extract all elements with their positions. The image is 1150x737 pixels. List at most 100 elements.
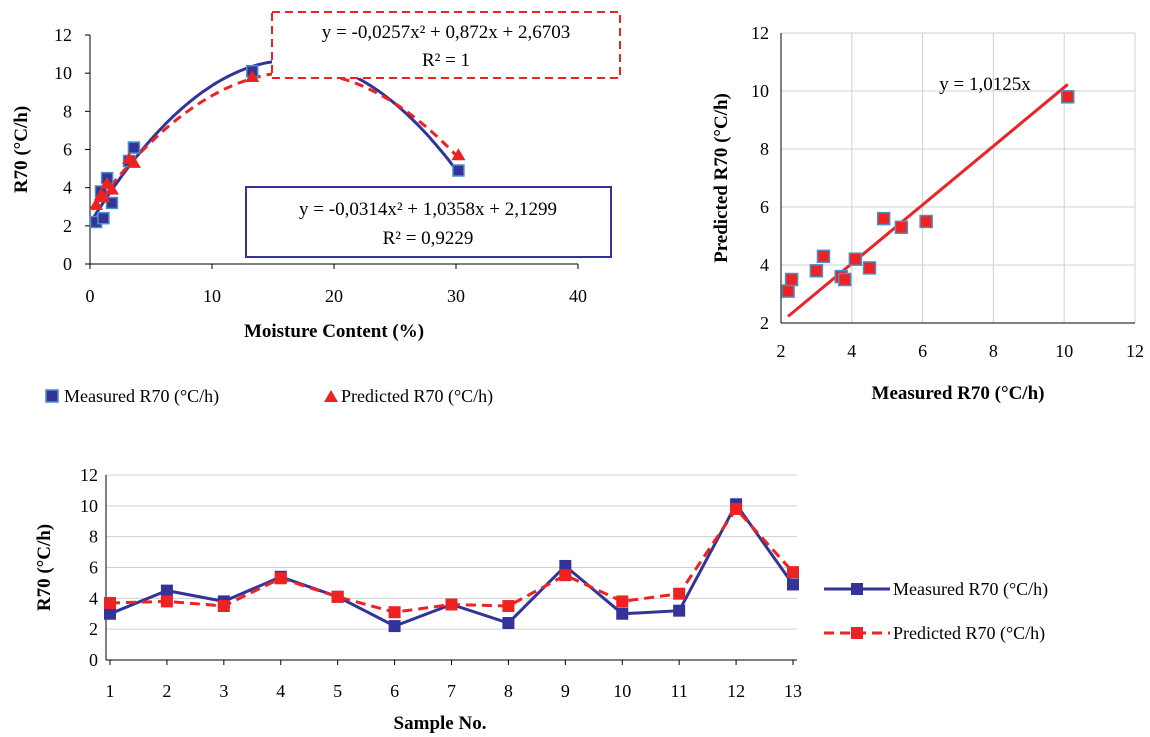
x-tick-label: 0 [86,286,95,306]
x-tick-label: 12 [1126,341,1144,361]
parity-point [809,264,824,278]
x-tick-label: 4 [847,341,856,361]
y-tick-label: 12 [80,465,98,485]
measured-point [97,211,110,225]
y-tick-label: 10 [80,496,98,516]
y-tick-label: 2 [89,619,98,639]
parity-point [1060,90,1075,104]
x-tick-label: 11 [670,681,687,701]
predicted-r2: R² = 1 [422,50,470,71]
y-tick-label: 10 [751,81,769,101]
series-line-predicted [109,506,795,614]
x-tick-label: 9 [561,681,570,701]
legend-measured-marker [851,583,863,595]
x-tick-label: 20 [325,286,343,306]
legend-measured-label: Measured R70 (°C/h) [893,579,1048,600]
predicted-point [89,197,104,210]
x-tick-label: 8 [504,681,513,701]
predicted-point [787,566,799,579]
predicted-point [274,572,287,585]
measured-point [388,620,401,633]
parity-point [837,272,852,287]
legend-predicted-label: Predicted R70 (°C/h) [341,386,493,407]
y-axis-title: R70 (°C/h) [11,106,32,193]
x-axis-title: Measured R70 (°C/h) [872,383,1045,404]
legend-measured-label: Measured R70 (°C/h) [64,386,219,407]
y-tick-label: 10 [54,63,72,83]
legend-measured-marker [45,389,59,403]
y-tick-label: 12 [54,25,72,45]
y-tick-label: 8 [89,527,98,547]
y-tick-label: 2 [63,216,72,236]
predicted-point [104,596,116,609]
y-axis-title: Predicted R70 (°C/h) [711,93,732,263]
y-axis-title: R70 (°C/h) [34,524,55,611]
x-tick-label: 4 [276,681,285,701]
x-axis-title: Moisture Content (%) [244,321,424,342]
predicted-point [160,595,173,608]
y-tick-label: 12 [751,23,769,43]
y-tick-label: 6 [63,140,72,160]
trendline-predicted [91,70,460,211]
predicted-point [126,155,141,168]
measured-point [160,584,173,597]
predicted-point [96,190,111,203]
x-tick-label: 30 [447,286,465,306]
measured-point [673,604,686,617]
predicted-point [217,600,230,613]
x-tick-label: 10 [1055,341,1073,361]
x-tick-label: 8 [989,341,998,361]
x-tick-label: 6 [390,681,399,701]
x-axis-title: Sample No. [394,713,487,734]
predicted-point [331,590,344,603]
predicted-point [445,598,458,611]
parity-point [894,220,909,235]
x-tick-label: 2 [777,341,786,361]
predicted-point [104,182,119,195]
predicted-point [245,69,260,82]
measured-equation-box [245,186,612,258]
y-tick-label: 2 [760,313,769,333]
x-tick-label: 6 [918,341,927,361]
y-tick-label: 4 [89,588,98,608]
predicted-equation-box [271,11,621,79]
measured-point [559,559,572,572]
measured-point [105,196,119,210]
x-tick-label: 13 [784,681,802,701]
parity-equation: y = 1,0125x [939,74,1031,95]
x-tick-label: 2 [162,681,171,701]
predicted-point [616,595,629,608]
measured-equation: y = -0,0314x² + 1,0358x + 2,1299 [299,199,557,220]
measured-point [104,607,116,620]
predicted-equation: y = -0,0257x² + 0,872x + 2,6703 [322,22,570,43]
y-tick-label: 4 [63,178,72,198]
x-tick-label: 5 [333,681,342,701]
parity-point [919,214,933,229]
measured-point [127,141,141,154]
x-tick-label: 10 [613,681,631,701]
y-tick-label: 6 [89,558,98,578]
y-tick-label: 0 [89,650,98,670]
x-tick-label: 40 [569,286,587,306]
predicted-point [451,148,466,161]
y-tick-label: 6 [760,197,769,217]
x-tick-label: 12 [727,681,745,701]
parity-point [816,249,831,264]
y-tick-label: 8 [63,101,72,121]
parity-point [781,284,795,298]
legend-predicted-label: Predicted R70 (°C/h) [893,623,1045,644]
parity-point [784,272,799,287]
legend-predicted-marker [324,390,338,402]
measured-point [787,578,799,591]
measured-point [502,617,515,629]
parity-point [848,252,863,266]
y-tick-label: 0 [63,254,72,274]
predicted-point [730,502,743,515]
predicted-point [559,569,572,582]
legend-predicted-marker [851,627,863,639]
x-tick-label: 1 [106,681,115,701]
predicted-point [673,587,686,600]
parity-point [862,261,877,275]
x-tick-label: 10 [203,286,221,306]
